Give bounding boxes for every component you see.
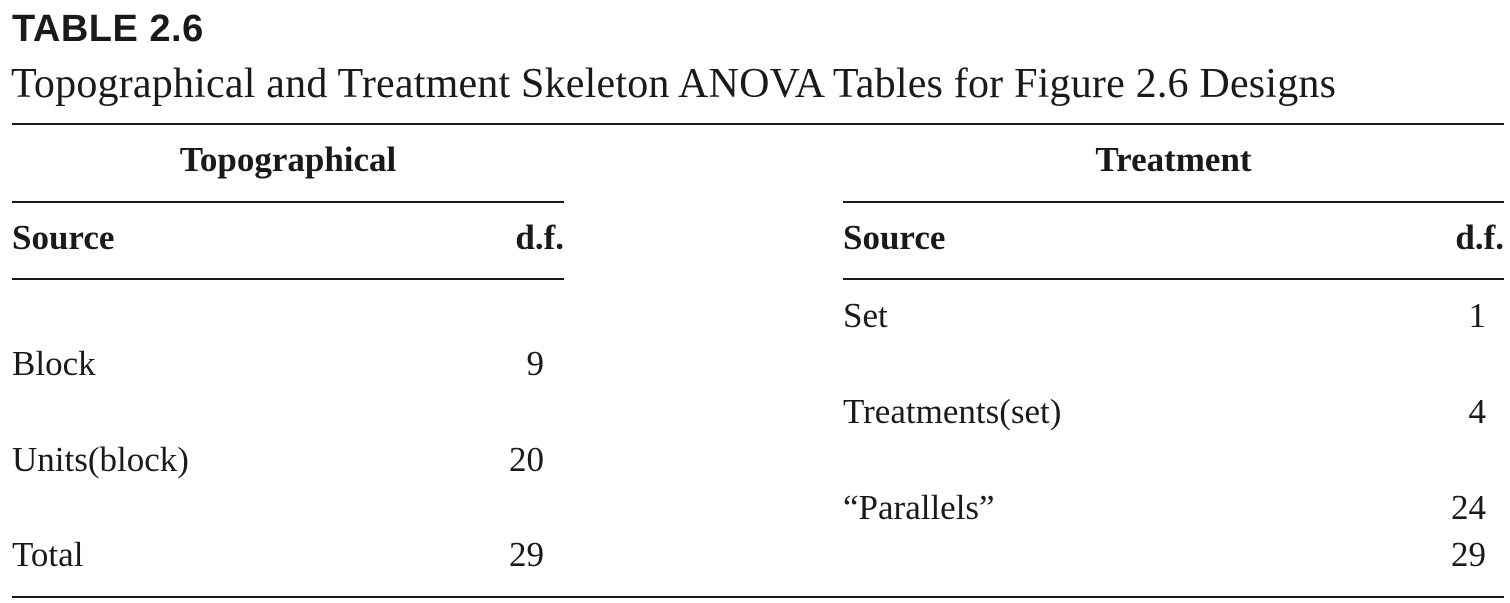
- bottom-rule: [12, 596, 1504, 598]
- table-row-source: Block: [12, 344, 96, 383]
- table-row-source: Units(block): [12, 440, 189, 479]
- table-row-source: Set: [843, 296, 888, 335]
- table-row-df: 24: [1451, 488, 1486, 527]
- table-row-df: 9: [526, 344, 545, 383]
- table-row-df: 1: [1468, 296, 1487, 335]
- table-row-df: 29: [1451, 535, 1486, 574]
- topographical-title: Topographical: [179, 140, 397, 179]
- treatment-df-header: d.f.: [1455, 218, 1504, 257]
- table-row-source: “Parallels”: [843, 488, 995, 527]
- table-row-df: 29: [509, 535, 544, 574]
- table-label: TABLE 2.6: [12, 8, 204, 50]
- table-caption: Topographical and Treatment Skeleton ANO…: [11, 61, 1337, 107]
- treatment-title: Treatment: [1095, 140, 1252, 179]
- topographical-header-rule: [12, 278, 564, 280]
- treatment-source-header: Source: [843, 218, 946, 257]
- table-row-df: 20: [509, 440, 544, 479]
- table-row-source: Total: [12, 535, 84, 574]
- table-row-source: Treatments(set): [843, 392, 1062, 431]
- treatment-header-rule: [843, 278, 1504, 280]
- treatment-title-rule: [843, 201, 1504, 203]
- topographical-title-rule: [12, 201, 564, 203]
- table-row-df: 4: [1468, 392, 1487, 431]
- top-rule: [12, 123, 1504, 125]
- topographical-df-header: d.f.: [515, 218, 564, 257]
- topographical-source-header: Source: [12, 218, 115, 257]
